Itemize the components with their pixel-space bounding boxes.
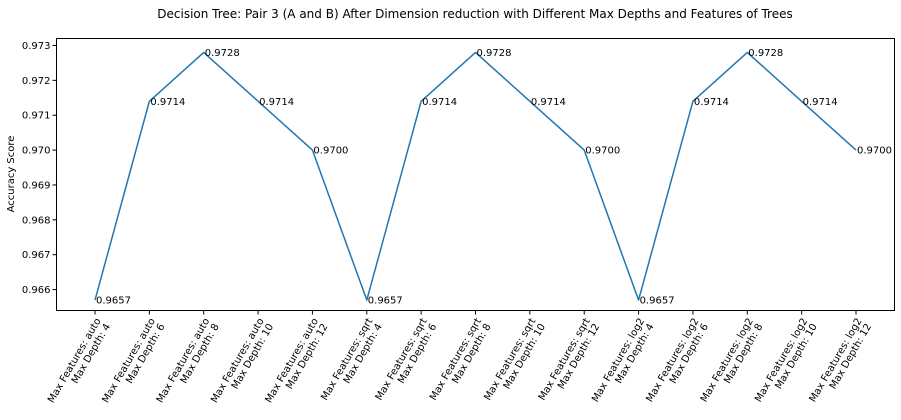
data-label: 0.9714: [694, 97, 729, 108]
y-tick-label: 0.973: [22, 41, 51, 52]
plot-frame: [56, 38, 895, 311]
y-axis-label: Accuracy Score: [6, 136, 17, 213]
x-tick-label-line: Max Features: auto: [46, 317, 103, 406]
data-label: 0.9714: [531, 97, 566, 108]
plot-area: 0.966 0.967 0.968 0.969 0.970 0.971 0.972 0.973…: [22, 41, 892, 406]
y-tick-label: 0.969: [22, 180, 51, 191]
data-label: 0.9700: [585, 146, 620, 157]
series-line: [94, 51, 857, 301]
data-label: 0.9700: [857, 146, 892, 157]
data-label: 0.9728: [205, 48, 240, 59]
data-label: 0.9657: [640, 296, 675, 307]
data-label: 0.9728: [477, 48, 512, 59]
data-label: 0.9728: [748, 48, 783, 59]
data-label: 0.9700: [313, 146, 348, 157]
y-tick-label: 0.970: [22, 146, 51, 157]
chart-title: Decision Tree: Pair 3 (A and B) After Di…: [157, 7, 792, 21]
data-label: 0.9657: [96, 296, 131, 307]
data-label: 0.9714: [422, 97, 457, 108]
y-tick-label: 0.971: [22, 111, 51, 122]
data-label: 0.9714: [150, 97, 185, 108]
y-tick-label: 0.968: [22, 215, 51, 226]
y-tick-label: 0.967: [22, 250, 51, 261]
data-label: 0.9714: [803, 97, 838, 108]
y-tick-label: 0.966: [22, 285, 51, 296]
data-label: 0.9657: [368, 296, 403, 307]
y-tick-label: 0.972: [22, 76, 51, 87]
data-label: 0.9714: [259, 97, 294, 108]
